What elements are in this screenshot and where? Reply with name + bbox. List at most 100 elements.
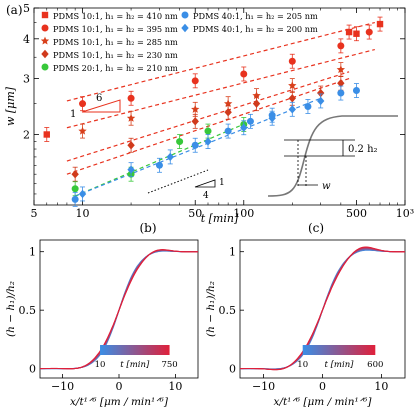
x-axis-label-c: x/t¹ᐟ⁶ [μm / min¹ᐟ⁶] [273, 396, 372, 408]
data-point-series-2 [336, 65, 346, 74]
x-tick-label-a: 50 [188, 207, 202, 220]
data-point-series-3 [337, 78, 345, 88]
fit-line-2 [66, 71, 350, 162]
legend-label-6: PDMS 40:1, h₁ = h₂ = 200 nm [193, 24, 318, 34]
data-point-series-0 [376, 20, 384, 28]
colorbar-min-label: 10 [95, 360, 106, 370]
legend-label-3: PDMS 10:1, h₁ = h₂ = 230 nm [53, 50, 178, 60]
y-tick-label-b: 0.5 [19, 304, 37, 317]
slope-triangle-4 [194, 179, 216, 188]
data-point-series-5 [191, 141, 199, 149]
x-tick-label-a: 10³ [396, 207, 414, 220]
data-point-series-5 [304, 102, 312, 110]
data-point-series-1 [191, 77, 199, 85]
y-tick-label-a: 4 [23, 33, 30, 46]
reference-slope-line [147, 169, 209, 194]
inset-height-label: 0.2 h₂ [348, 144, 378, 155]
data-point-series-0 [353, 30, 360, 37]
legend-marker-1 [41, 24, 49, 32]
profile-inset: 0.2 h₂ w [267, 115, 398, 197]
legend-label-1: PDMS 10:1, h₁ = h₂ = 395 nm [53, 24, 178, 34]
y-axis-label-c: (h − h₁)/h₂ [205, 281, 217, 337]
fit-line-4 [74, 120, 251, 197]
y-tick-label-b: 0 [29, 363, 36, 376]
data-point-series-6 [240, 123, 248, 132]
profile-curve-c [240, 246, 405, 371]
data-point-series-1 [288, 57, 296, 65]
slope-rise-label-4: 1 [219, 178, 225, 188]
y-axis-label-b: (h − h₁)/h₂ [5, 281, 17, 337]
data-point-series-5 [155, 161, 163, 169]
data-point-series-6 [268, 114, 276, 123]
data-point-series-4 [176, 138, 184, 146]
data-point-series-1 [240, 70, 248, 78]
data-point-series-5 [352, 87, 360, 95]
data-point-series-3 [288, 94, 297, 103]
panel-a-label: (a) [6, 3, 23, 17]
legend-marker-5 [181, 11, 189, 19]
data-point-series-1 [337, 42, 345, 50]
data-point-series-1 [127, 94, 135, 102]
x-axis-label-a: t [min] [201, 212, 239, 225]
y-axis-label-a: w [μm] [4, 86, 17, 126]
data-point-series-5 [224, 127, 232, 135]
x-tick-label-a: 100 [233, 207, 254, 220]
data-point-series-3 [127, 141, 135, 150]
y-tick-label-c: 0 [229, 363, 236, 376]
legend-label-2: PDMS 10:1, h₁ = h₂ = 285 nm [53, 37, 178, 47]
colorbar-max-label: 600 [367, 360, 383, 370]
y-tick-label-a: 3 [23, 73, 30, 86]
colorbar-max-label: 750 [161, 360, 177, 370]
fit-line-1 [66, 48, 375, 129]
x-tick-label-c: 10 [374, 380, 388, 393]
colorbar-c [302, 345, 376, 355]
slope-rise-label-6: 1 [70, 109, 76, 120]
x-tick-label-a: 10 [76, 207, 90, 220]
data-point-series-4 [204, 127, 212, 135]
legend-marker-3 [41, 49, 49, 59]
panel-c-label: (c) [308, 221, 324, 235]
legend-marker-0 [41, 11, 49, 19]
data-point-series-2 [288, 81, 297, 90]
x-tick-label-a: 5 [31, 207, 38, 220]
x-tick-label-b: 0 [116, 380, 123, 393]
x-tick-label-b: −10 [51, 380, 74, 393]
legend-marker-2 [40, 36, 50, 45]
x-axis-label-b: x/t¹ᐟ⁶ [μm / min¹ᐟ⁶] [70, 396, 169, 408]
data-point-series-0 [345, 28, 353, 36]
fit-line-0 [66, 21, 375, 102]
data-point-series-6 [288, 105, 297, 114]
colorbar-b [100, 345, 170, 355]
inset-width-label: w [322, 181, 331, 192]
inset-profile-curve [267, 115, 398, 197]
data-point-series-5 [337, 89, 345, 97]
x-tick-label-b: 10 [168, 380, 182, 393]
legend-label-5: PDMS 40:1, h₁ = h₂ = 205 nm [193, 11, 318, 21]
x-tick-label-a: 500 [346, 207, 367, 220]
slope-run-label-4: 4 [203, 191, 209, 201]
data-point-series-0 [43, 131, 50, 138]
y-tick-label-b: 1 [29, 246, 36, 259]
data-point-series-6 [204, 137, 212, 146]
chart-b: −10 0 10 0 0.5 1 x/t¹ᐟ⁶ [μm / min¹ᐟ⁶] (h − h₁)/… [5, 239, 199, 408]
legend-marker-6 [181, 23, 189, 33]
colorbar-min-label: 10 [297, 360, 308, 370]
data-point-series-6 [127, 165, 135, 174]
y-tick-label-c: 1 [229, 246, 236, 259]
slope-triangle-6 [81, 99, 121, 113]
data-point-series-2 [126, 113, 136, 122]
data-point-series-3 [252, 99, 261, 108]
slope-run-label-6: 6 [96, 93, 102, 104]
data-point-series-6 [166, 152, 174, 162]
panel-b-label: (b) [139, 221, 156, 235]
x-tick-label-c: 0 [319, 380, 326, 393]
data-point-series-1 [79, 100, 87, 108]
x-tick-label-c: −10 [252, 380, 275, 393]
data-point-series-4 [71, 185, 79, 193]
plot-frame-a [33, 7, 406, 206]
data-point-series-2 [191, 104, 200, 113]
y-tick-label-a: 5 [23, 2, 30, 15]
y-tick-label-a: 2 [23, 128, 30, 141]
